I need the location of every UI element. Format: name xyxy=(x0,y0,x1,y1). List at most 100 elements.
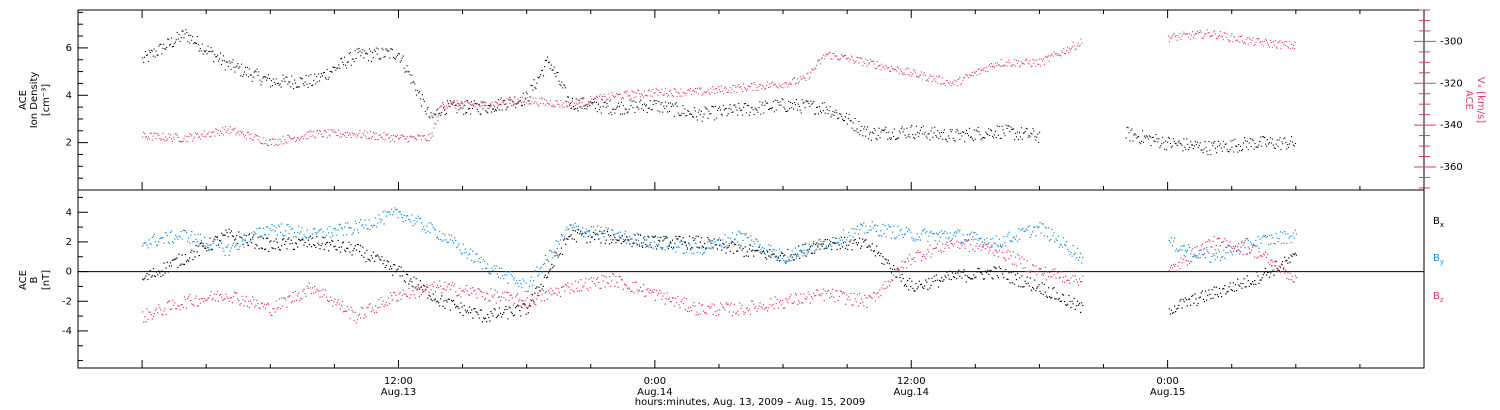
bottom-point xyxy=(873,224,875,227)
bottom-point xyxy=(254,306,256,308)
bottom-point xyxy=(203,243,205,245)
top-point xyxy=(758,85,760,87)
bottom-point xyxy=(623,283,626,285)
bottom-point xyxy=(893,225,895,227)
bottom-point xyxy=(779,255,781,257)
bottom-point xyxy=(195,245,197,247)
top-point xyxy=(1067,46,1069,48)
top-point xyxy=(243,134,245,136)
bottom-point xyxy=(784,261,786,263)
bottom-point xyxy=(709,247,711,249)
top-point xyxy=(843,54,845,56)
bottom-point xyxy=(857,233,859,235)
top-point xyxy=(992,66,994,68)
bottom-point xyxy=(646,239,648,241)
bottom-point xyxy=(569,292,571,294)
top-point xyxy=(311,85,313,87)
top-point xyxy=(191,39,193,41)
bottom-point xyxy=(207,244,209,246)
bottom-point xyxy=(860,223,862,225)
bottom-point xyxy=(863,222,865,224)
top-point xyxy=(764,88,766,90)
bottom-point xyxy=(800,250,802,252)
bottom-point xyxy=(423,284,425,286)
top-point xyxy=(1169,143,1171,145)
bottom-point xyxy=(238,300,240,302)
bottom-point xyxy=(853,228,855,230)
bottom-point xyxy=(206,250,208,252)
top-point xyxy=(1262,136,1264,138)
top-point xyxy=(581,107,583,109)
top-point xyxy=(634,92,636,94)
top-point xyxy=(658,89,660,91)
bottom-point xyxy=(849,241,851,243)
bottom-point xyxy=(692,247,694,249)
bottom-point xyxy=(793,259,795,261)
top-point xyxy=(576,107,578,109)
top-point xyxy=(830,58,832,60)
bottom-point xyxy=(153,313,155,315)
bottom-point xyxy=(543,276,545,278)
bottom-point xyxy=(473,290,475,292)
bottom-point xyxy=(295,236,298,238)
bottom-point xyxy=(318,244,320,246)
top-point xyxy=(169,136,171,138)
bottom-point xyxy=(526,290,528,292)
top-point xyxy=(631,100,633,102)
top-point xyxy=(1027,62,1029,64)
bottom-point xyxy=(436,284,439,286)
bottom-point xyxy=(528,303,530,305)
top-point xyxy=(397,138,399,140)
bottom-point xyxy=(372,309,374,311)
top-point xyxy=(272,78,274,80)
bottom-point xyxy=(336,234,338,236)
bottom-point xyxy=(839,248,841,250)
bottom-point xyxy=(788,259,790,261)
bottom-point xyxy=(668,245,670,247)
top-point xyxy=(193,138,195,140)
top-point xyxy=(836,112,838,114)
top-point xyxy=(977,127,979,129)
top-point xyxy=(829,106,831,108)
bottom-point xyxy=(731,232,733,234)
top-point xyxy=(681,112,683,114)
bottom-point xyxy=(739,302,741,304)
bottom-point xyxy=(675,297,677,299)
bottom-point xyxy=(200,298,202,300)
top-point xyxy=(986,133,988,135)
bottom-point xyxy=(657,245,659,247)
top-point xyxy=(662,94,664,96)
top-point xyxy=(752,109,754,111)
top-point xyxy=(1245,146,1247,148)
top-point xyxy=(709,113,711,115)
bottom-point xyxy=(735,244,737,246)
top-point xyxy=(697,111,699,113)
bottom-point xyxy=(212,242,214,245)
top-point xyxy=(558,104,560,106)
top-point xyxy=(461,101,463,103)
bottom-point xyxy=(932,232,934,234)
top-point xyxy=(719,106,721,108)
bottom-point xyxy=(995,267,997,270)
bottom-point xyxy=(647,244,649,246)
bottom-point xyxy=(870,229,872,231)
bottom-point xyxy=(1199,257,1201,259)
bottom-point xyxy=(208,297,210,299)
top-point xyxy=(978,131,980,133)
bottom-point xyxy=(551,251,553,253)
top-point xyxy=(286,76,288,78)
top-point xyxy=(1194,33,1196,35)
bottom-point xyxy=(946,271,948,273)
bottom-point xyxy=(771,305,773,307)
bottom-point xyxy=(223,234,225,236)
bottom-point xyxy=(568,286,570,288)
bottom-point xyxy=(247,244,250,246)
top-point xyxy=(928,133,930,135)
bottom-point xyxy=(476,311,478,314)
top-point xyxy=(842,55,844,57)
bottom-point xyxy=(539,268,541,270)
bottom-point xyxy=(567,282,569,284)
top-point xyxy=(413,81,415,83)
top-point xyxy=(1132,140,1134,142)
top-point xyxy=(1265,143,1267,145)
